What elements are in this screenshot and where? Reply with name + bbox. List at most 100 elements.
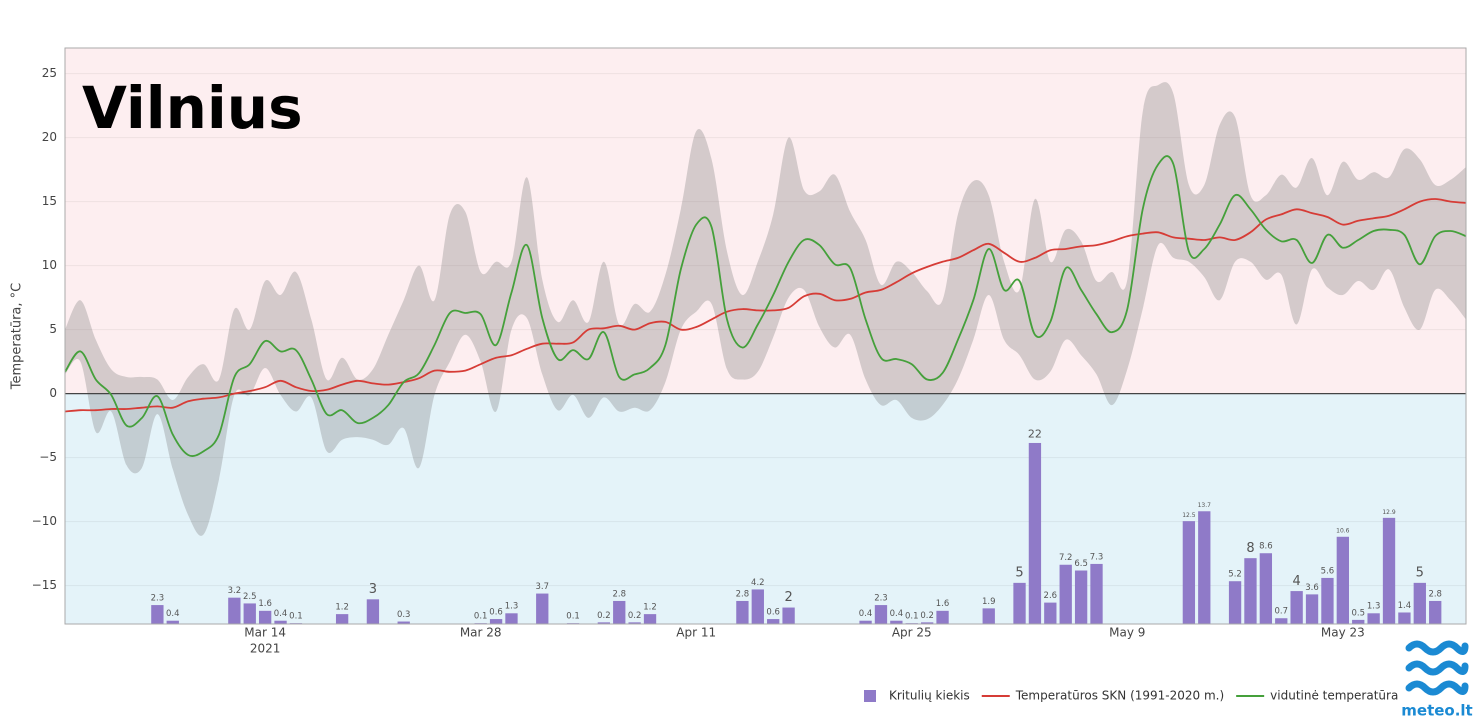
precipitation-label: 0.1 — [566, 612, 580, 622]
precipitation-bar — [751, 589, 764, 624]
precipitation-label: 8 — [1246, 541, 1254, 556]
precipitation-label: 6.5 — [1074, 559, 1088, 569]
precipitation-label: 1.3 — [1367, 602, 1381, 612]
x-tick-label: Mar 14 — [244, 626, 286, 640]
precipitation-label: 7.2 — [1059, 553, 1073, 563]
x-tick-sublabel: 2021 — [250, 642, 281, 656]
legend-swatch — [864, 690, 876, 702]
precipitation-bar — [628, 622, 641, 624]
precipitation-label: 4 — [1293, 574, 1301, 589]
precipitation-label: 3 — [369, 582, 377, 597]
logo-text: meteo.lt — [1401, 702, 1472, 720]
precipitation-label: 3.7 — [535, 582, 549, 592]
logo-icon — [1405, 640, 1469, 696]
precipitation-label: 3.2 — [228, 586, 242, 596]
precipitation-label: 1.9 — [982, 597, 996, 607]
precipitation-bar — [1290, 591, 1303, 624]
chart-title: Vilnius — [82, 74, 303, 142]
precipitation-bar — [1382, 517, 1396, 624]
precipitation-bar — [1228, 581, 1242, 624]
precipitation-label: 8.6 — [1259, 542, 1273, 552]
precipitation-label: 2.8 — [612, 589, 626, 599]
precipitation-label: 22 — [1028, 427, 1042, 440]
above-zero-background — [65, 48, 1466, 394]
precipitation-bar — [505, 613, 518, 624]
precipitation-label: 4.2 — [751, 578, 765, 588]
precipitation-bar — [1321, 577, 1334, 624]
precipitation-label: 5 — [1416, 566, 1424, 581]
precipitation-label: 0.1 — [905, 612, 919, 622]
x-tick-label: Apr 11 — [676, 626, 716, 640]
x-tick-label: May 23 — [1321, 626, 1365, 640]
x-tick-label: May 9 — [1109, 626, 1145, 640]
precipitation-bar — [1044, 602, 1057, 624]
precipitation-bar — [782, 607, 795, 624]
precipitation-label: 0.6 — [766, 607, 780, 617]
precipitation-label: 0.4 — [274, 609, 288, 619]
precipitation-label: 1.2 — [643, 603, 657, 613]
precipitation-label: 3.6 — [1305, 583, 1319, 593]
precipitation-bar — [536, 593, 549, 624]
precipitation-bar — [258, 610, 272, 624]
precipitation-label: 1.4 — [1398, 601, 1412, 611]
precipitation-label: 0.2 — [920, 611, 934, 621]
legend-label: Temperatūros SKN (1991-2020 m.) — [1015, 689, 1224, 703]
precipitation-bar — [874, 605, 888, 624]
precipitation-label: 5.2 — [1228, 570, 1242, 580]
precipitation-label: 0.2 — [597, 611, 611, 621]
precipitation-bar — [243, 603, 256, 624]
precipitation-bar — [335, 614, 349, 624]
y-tick-label: −10 — [32, 514, 57, 528]
precipitation-bar — [1074, 570, 1088, 624]
precipitation-label: 0.1 — [289, 612, 303, 622]
precipitation-bar — [1013, 582, 1026, 624]
precipitation-bar — [767, 619, 780, 624]
legend-label: Kritulių kiekis — [889, 689, 970, 703]
precipitation-bar — [274, 620, 287, 624]
precipitation-label: 5.6 — [1321, 566, 1335, 576]
precipitation-label: 1.2 — [335, 603, 349, 613]
precipitation-bar — [1182, 521, 1196, 624]
precipitation-bar — [1367, 613, 1380, 624]
precipitation-label: 2.8 — [736, 589, 750, 599]
precipitation-bar — [643, 614, 657, 624]
plot-area: 2.30.43.22.51.60.4 0.11.230.3 0.1 0.61.33.7… — [65, 48, 1466, 624]
precipitation-label: 0.1 — [474, 612, 488, 622]
precipitation-bar — [736, 600, 749, 624]
legend-label: vidutinė temperatūra — [1270, 689, 1398, 703]
precipitation-label: 1.6 — [258, 599, 272, 609]
precipitation-bar — [982, 608, 995, 624]
precipitation-label: 1.6 — [936, 599, 950, 609]
precipitation-bar — [859, 620, 872, 624]
precipitation-label: 13.7 — [1198, 502, 1212, 509]
precipitation-label: 0.2 — [628, 611, 642, 621]
precipitation-label: 5 — [1015, 566, 1023, 581]
precipitation-bar — [1398, 612, 1411, 624]
y-tick-label: 20 — [42, 130, 57, 144]
precipitation-label: 2.3 — [151, 593, 165, 603]
precipitation-label: 2.8 — [1428, 589, 1442, 599]
precipitation-label: 0.4 — [166, 609, 180, 619]
precipitation-label: 2 — [784, 590, 792, 605]
y-tick-label: 25 — [42, 66, 57, 80]
precipitation-label: 0.6 — [489, 607, 503, 617]
y-tick-label: −15 — [32, 578, 57, 592]
precipitation-label: 2.3 — [874, 593, 888, 603]
precipitation-bar — [1090, 563, 1103, 624]
y-tick-label: 10 — [42, 258, 57, 272]
precipitation-bar — [228, 597, 241, 624]
precipitation-bar — [1429, 600, 1442, 624]
precipitation-bar — [1413, 582, 1426, 624]
precipitation-label: 0.4 — [859, 609, 873, 619]
precipitation-label: 2.5 — [243, 592, 257, 602]
precipitation-bar — [1336, 536, 1349, 624]
legend: Kritulių kiekis Temperatūros SKN (1991-20… — [864, 689, 1398, 703]
precipitation-bar — [890, 620, 903, 624]
precipitation-bar — [1028, 442, 1042, 624]
logo: meteo.lt — [1401, 640, 1473, 720]
precipitation-bar — [1059, 564, 1072, 624]
precipitation-bar — [166, 620, 179, 624]
precipitation-label: 12.5 — [1182, 512, 1196, 519]
precipitation-bar — [613, 600, 626, 624]
